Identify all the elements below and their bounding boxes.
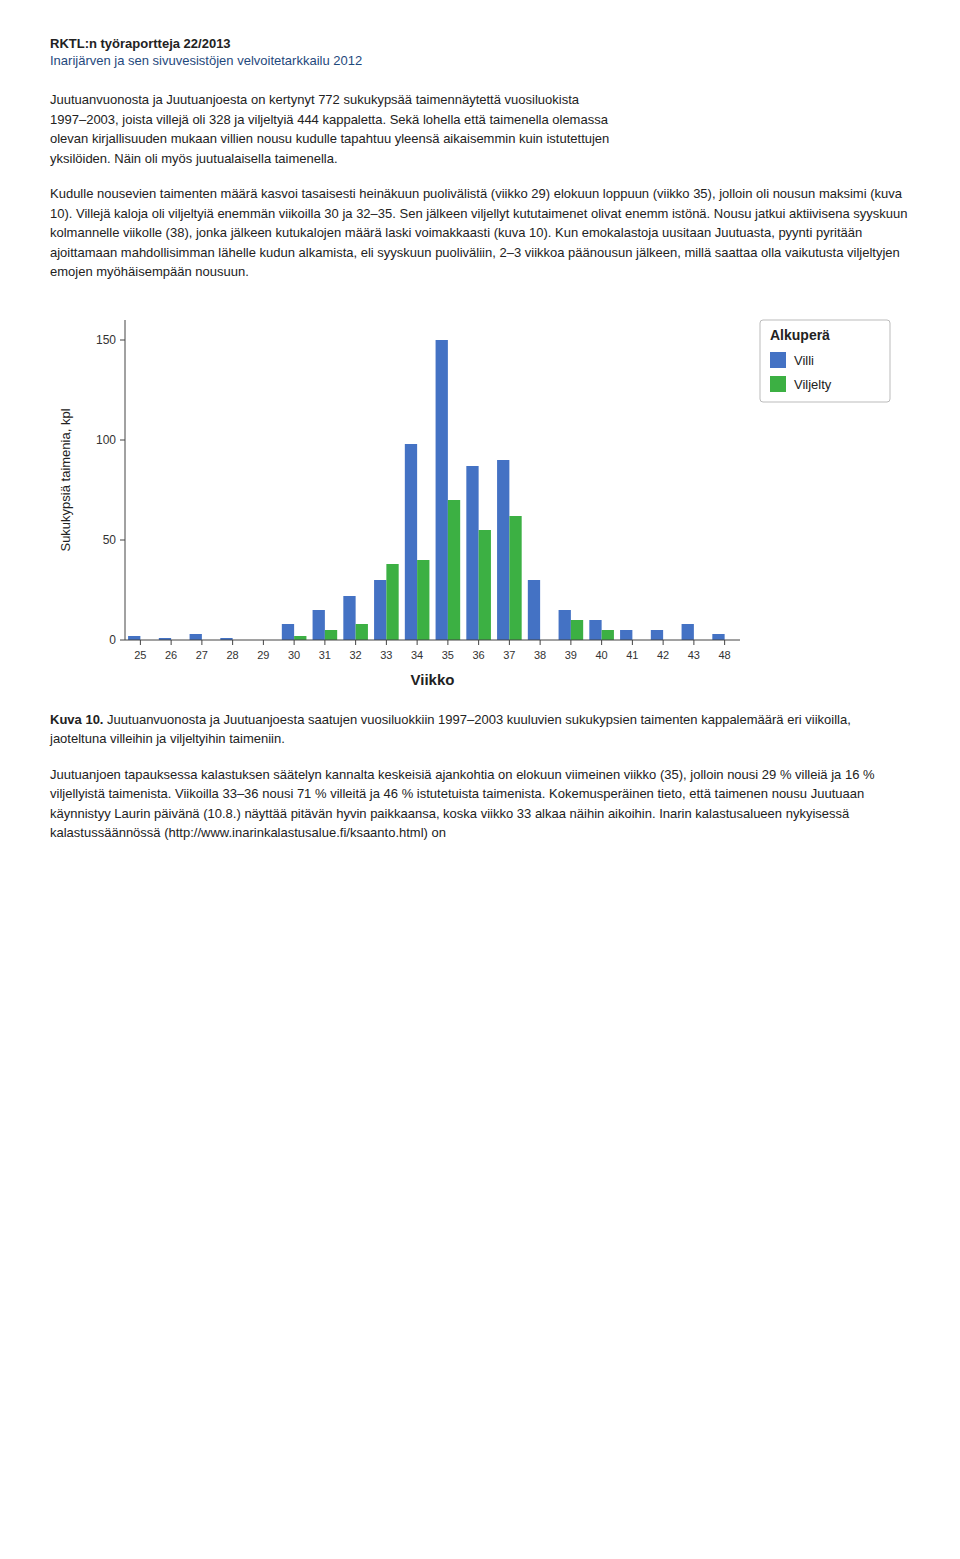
bar (509, 516, 521, 640)
x-tick-label: 38 (534, 649, 546, 661)
x-tick (570, 640, 571, 645)
x-tick (294, 640, 295, 645)
x-tick (478, 640, 479, 645)
header-line: Inarijärven ja sen sivuvesistöjen velvoi… (50, 53, 910, 68)
bar (682, 624, 694, 640)
legend-entry: Villi (794, 353, 814, 368)
x-tick (724, 640, 725, 645)
x-axis-label: Viikko (411, 671, 455, 688)
x-tick (632, 640, 633, 645)
x-tick (447, 640, 448, 645)
x-tick-label: 37 (503, 649, 515, 661)
bar (466, 466, 478, 640)
x-tick-label: 41 (626, 649, 638, 661)
paragraph: Kudulle nousevien taimenten määrä kasvoi… (50, 184, 910, 282)
bar (343, 596, 355, 640)
y-axis-label: Sukukypsiä taimenia, kpl (58, 408, 73, 551)
bar (294, 636, 306, 640)
x-tick (171, 640, 172, 645)
x-tick-label: 25 (134, 649, 146, 661)
legend-entry: Viljelty (794, 377, 832, 392)
x-tick (693, 640, 694, 645)
bar (325, 630, 337, 640)
x-tick-label: 40 (596, 649, 608, 661)
bar (479, 530, 491, 640)
chart: 0 50 100 150 25 26 27 28 29 30 31 32 33 34 35 36 37 38 39 4… (50, 300, 910, 700)
caption: Kuva 10. Juutuanvuonosta ja Juutuanjoest… (50, 710, 910, 749)
x-tick-label: 33 (380, 649, 392, 661)
x-tick-label: 28 (227, 649, 239, 661)
legend-frame (760, 320, 890, 402)
x-tick (663, 640, 664, 645)
x-tick-label: 30 (288, 649, 300, 661)
y-tick-label: 100 (96, 433, 116, 447)
bar (386, 564, 398, 640)
x-tick-label: 36 (473, 649, 485, 661)
x-tick-label: 32 (350, 649, 362, 661)
bar (190, 634, 202, 640)
bar (448, 500, 460, 640)
paragraph: Juutuanvuonosta ja Juutuanjoesta on kert… (50, 90, 910, 168)
x-tick-label: 34 (411, 649, 423, 661)
y-tick-label: 50 (103, 533, 117, 547)
y-tick (120, 439, 125, 440)
x-tick (324, 640, 325, 645)
bar (497, 460, 509, 640)
bar (712, 634, 724, 640)
x-tick-label: 35 (442, 649, 454, 661)
bar (313, 610, 325, 640)
bar (128, 636, 140, 640)
paragraph: Juutuanjoen tapauksessa kalastuksen säät… (50, 765, 910, 843)
bars (128, 340, 725, 640)
x-tick-label: 29 (257, 649, 269, 661)
y-tick-label: 0 (109, 633, 116, 647)
x-tick-label: 26 (165, 649, 177, 661)
x-tick (232, 640, 233, 645)
bar (620, 630, 632, 640)
x-tick (140, 640, 141, 645)
y-tick (120, 339, 125, 340)
legend-swatch (770, 376, 786, 392)
bar (374, 580, 386, 640)
bar (405, 444, 417, 640)
x-tick-label: 42 (657, 649, 669, 661)
bar (436, 340, 448, 640)
y-tick-label: 150 (96, 333, 116, 347)
x-tick (540, 640, 541, 645)
x-axis-line (125, 639, 740, 640)
x-tick-label: 39 (565, 649, 577, 661)
header-line: RKTL:n työraportteja 22/2013 (50, 36, 910, 51)
x-tick-label: 31 (319, 649, 331, 661)
x-tick (417, 640, 418, 645)
y-tick (120, 639, 125, 640)
legend-title: Alkuperä (770, 327, 830, 343)
x-tick-label: 48 (719, 649, 731, 661)
legend: Alkuperä Villi Viljelty (760, 320, 890, 402)
bar (571, 620, 583, 640)
bar (282, 624, 294, 640)
caption-text: Juutuanvuonosta ja Juutuanjoesta saatuje… (50, 712, 851, 747)
bar (651, 630, 663, 640)
y-tick (120, 539, 125, 540)
bar (559, 610, 571, 640)
bar (589, 620, 601, 640)
x-tick-label: 43 (688, 649, 700, 661)
x-tick-label: 27 (196, 649, 208, 661)
bar (528, 580, 540, 640)
bar (356, 624, 368, 640)
x-tick (263, 640, 264, 645)
y-axis-line (125, 320, 126, 640)
x-tick (509, 640, 510, 645)
x-tick (355, 640, 356, 645)
caption-label: Kuva 10. (50, 712, 103, 727)
x-tick (201, 640, 202, 645)
legend-swatch (770, 352, 786, 368)
x-tick (386, 640, 387, 645)
bar (602, 630, 614, 640)
bar (417, 560, 429, 640)
x-tick (601, 640, 602, 645)
